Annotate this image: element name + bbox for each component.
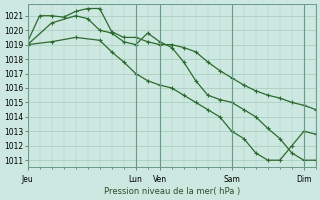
X-axis label: Pression niveau de la mer( hPa ): Pression niveau de la mer( hPa ) [104, 187, 240, 196]
